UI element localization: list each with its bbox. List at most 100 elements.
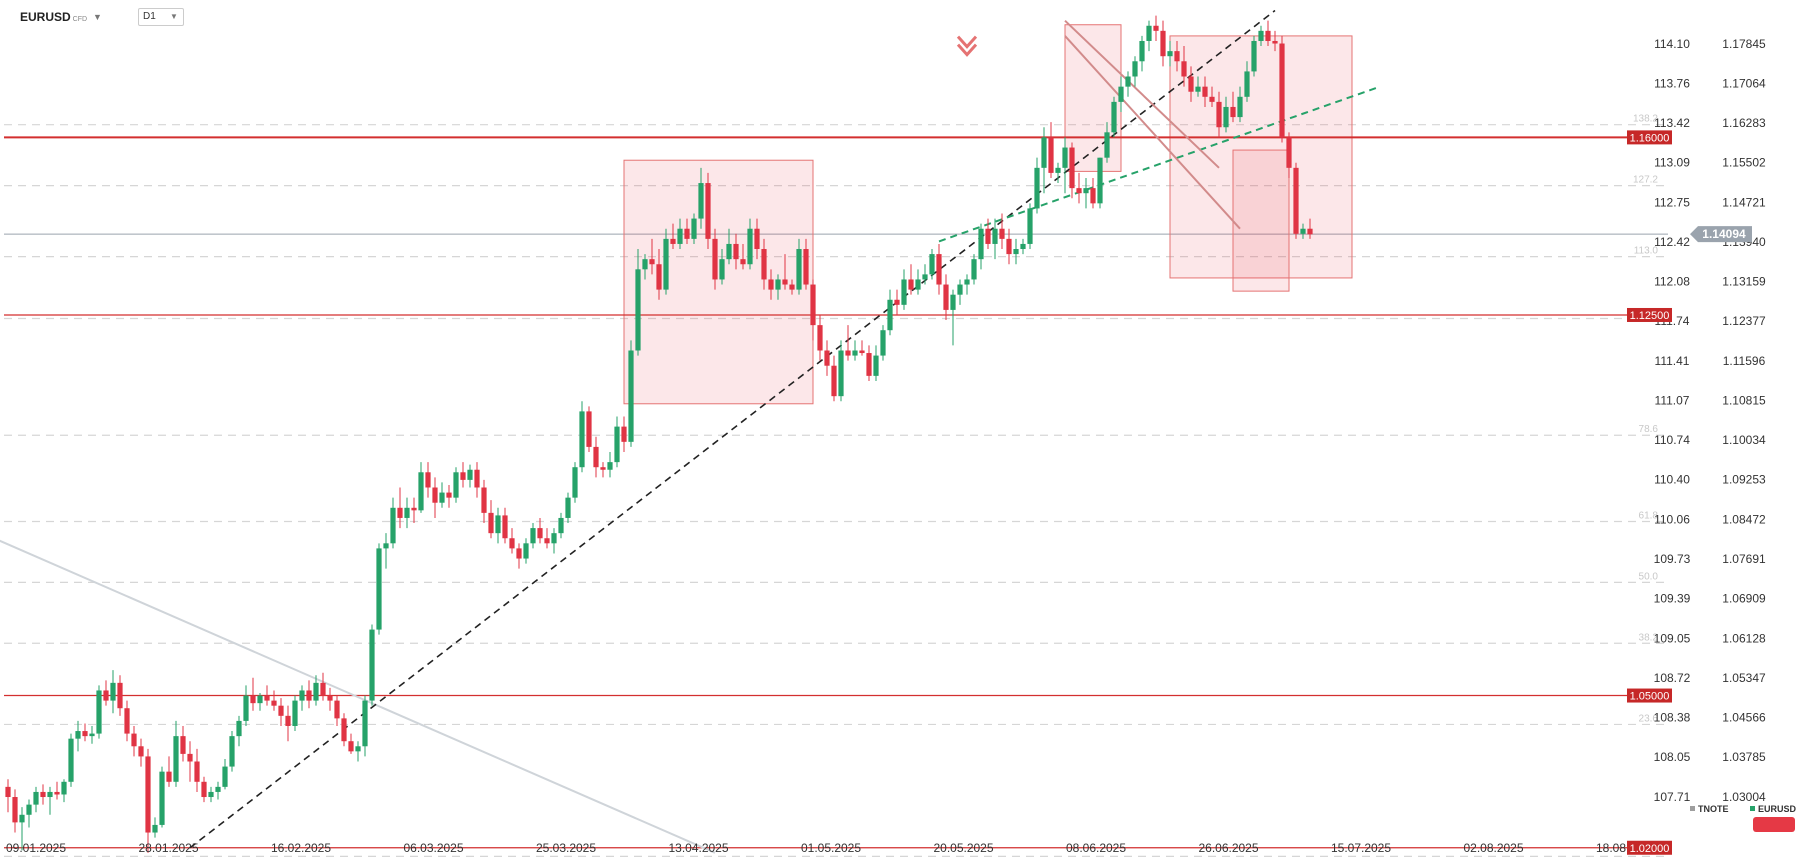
candle	[138, 738, 144, 767]
candle-body	[1055, 167, 1061, 173]
candle	[747, 218, 753, 270]
price-tick-label: 1.08472	[1722, 512, 1766, 526]
candle	[845, 325, 851, 361]
date-tick-label: 25.03.2025	[536, 841, 596, 855]
candle	[1034, 157, 1040, 214]
candle-body	[1027, 208, 1033, 244]
candle	[691, 213, 697, 244]
candle-body	[1041, 137, 1047, 168]
symbol-dropdown-icon[interactable]: ▼	[93, 12, 102, 22]
timeframe-select[interactable]: D1 ▼	[138, 8, 184, 26]
candle	[348, 733, 354, 754]
candle	[432, 477, 438, 518]
candle-body	[334, 700, 340, 719]
candle-body	[642, 259, 648, 270]
candle	[47, 786, 53, 815]
candle	[1062, 137, 1068, 194]
candle-body	[215, 786, 221, 792]
candle	[565, 492, 571, 524]
candle-body	[1153, 25, 1159, 31]
candle-body	[824, 350, 830, 366]
candle	[810, 279, 816, 341]
annotation-boxes	[623, 24, 1353, 405]
candle	[411, 497, 417, 524]
candle	[495, 507, 501, 544]
candle	[726, 228, 732, 265]
candle	[82, 723, 88, 742]
candle-body	[915, 279, 921, 290]
candle-body	[817, 325, 823, 351]
candle-body	[1090, 188, 1096, 204]
level-price-text: 1.02000	[1630, 843, 1670, 855]
candle	[1195, 76, 1201, 97]
candle-body	[1118, 86, 1124, 102]
candle-body	[754, 228, 760, 250]
candle	[460, 462, 466, 488]
candle-body	[236, 720, 242, 737]
candle-body	[68, 738, 74, 782]
candle-body	[726, 243, 732, 260]
candle	[229, 731, 235, 772]
candle	[1160, 20, 1166, 67]
candle-body	[467, 469, 473, 480]
candle-body	[600, 467, 606, 470]
candle-body	[614, 426, 620, 463]
candle-body	[362, 700, 368, 747]
candle-body	[1069, 147, 1075, 189]
candle-body	[481, 487, 487, 513]
candle-body	[1076, 188, 1082, 194]
candle	[1209, 86, 1215, 107]
candle	[292, 695, 298, 732]
candle-body	[775, 279, 781, 290]
candle-body	[1216, 101, 1222, 128]
candle	[698, 167, 704, 229]
fib-level-label: 113.0	[1634, 246, 1659, 257]
candle-body	[705, 183, 711, 239]
candle-body	[222, 766, 228, 787]
candle-body	[460, 472, 466, 480]
candle-body	[719, 259, 725, 280]
fib-level-label: 50.0	[1639, 571, 1659, 582]
fib-level-label: 78.6	[1639, 424, 1659, 435]
price-tick-label: 1.17845	[1722, 37, 1766, 51]
candle	[1048, 122, 1054, 178]
candle	[208, 786, 214, 803]
candle	[656, 249, 662, 300]
candle	[859, 340, 865, 356]
level-price-text: 1.16000	[1630, 132, 1670, 144]
candle	[418, 462, 424, 513]
candle-body	[96, 690, 102, 734]
level-price-text: 1.12500	[1630, 310, 1670, 322]
candle	[621, 416, 627, 452]
price-tick-label: 1.17064	[1722, 76, 1766, 90]
candle	[1279, 35, 1285, 143]
candle-body	[894, 299, 900, 305]
candle-body	[166, 771, 172, 782]
sell-arrow-icon	[956, 35, 978, 57]
candle	[789, 279, 795, 295]
candle-body	[838, 350, 844, 397]
level-price-tag	[1627, 688, 1672, 703]
symbol-selector[interactable]: EURUSD CFD	[20, 10, 87, 24]
candle	[509, 528, 515, 554]
candle-body	[474, 469, 480, 488]
candle	[586, 406, 592, 452]
candle-body	[390, 507, 396, 544]
candle-body	[649, 259, 655, 265]
candle-body	[243, 695, 249, 721]
candle-body	[572, 467, 578, 498]
legend-label: TNOTE	[1698, 804, 1729, 814]
candle-body	[1195, 86, 1201, 92]
candle-body	[82, 731, 88, 737]
tnote-tick-label: 108.72	[1654, 671, 1691, 685]
candle-body	[1006, 238, 1012, 255]
candle	[215, 781, 221, 800]
candle	[1139, 35, 1145, 72]
candle-body	[740, 259, 746, 265]
candle	[1020, 238, 1026, 255]
candle-body	[901, 279, 907, 305]
candle-body	[579, 411, 585, 468]
fib-level-label: 38.2	[1639, 632, 1659, 643]
candle	[327, 687, 333, 711]
